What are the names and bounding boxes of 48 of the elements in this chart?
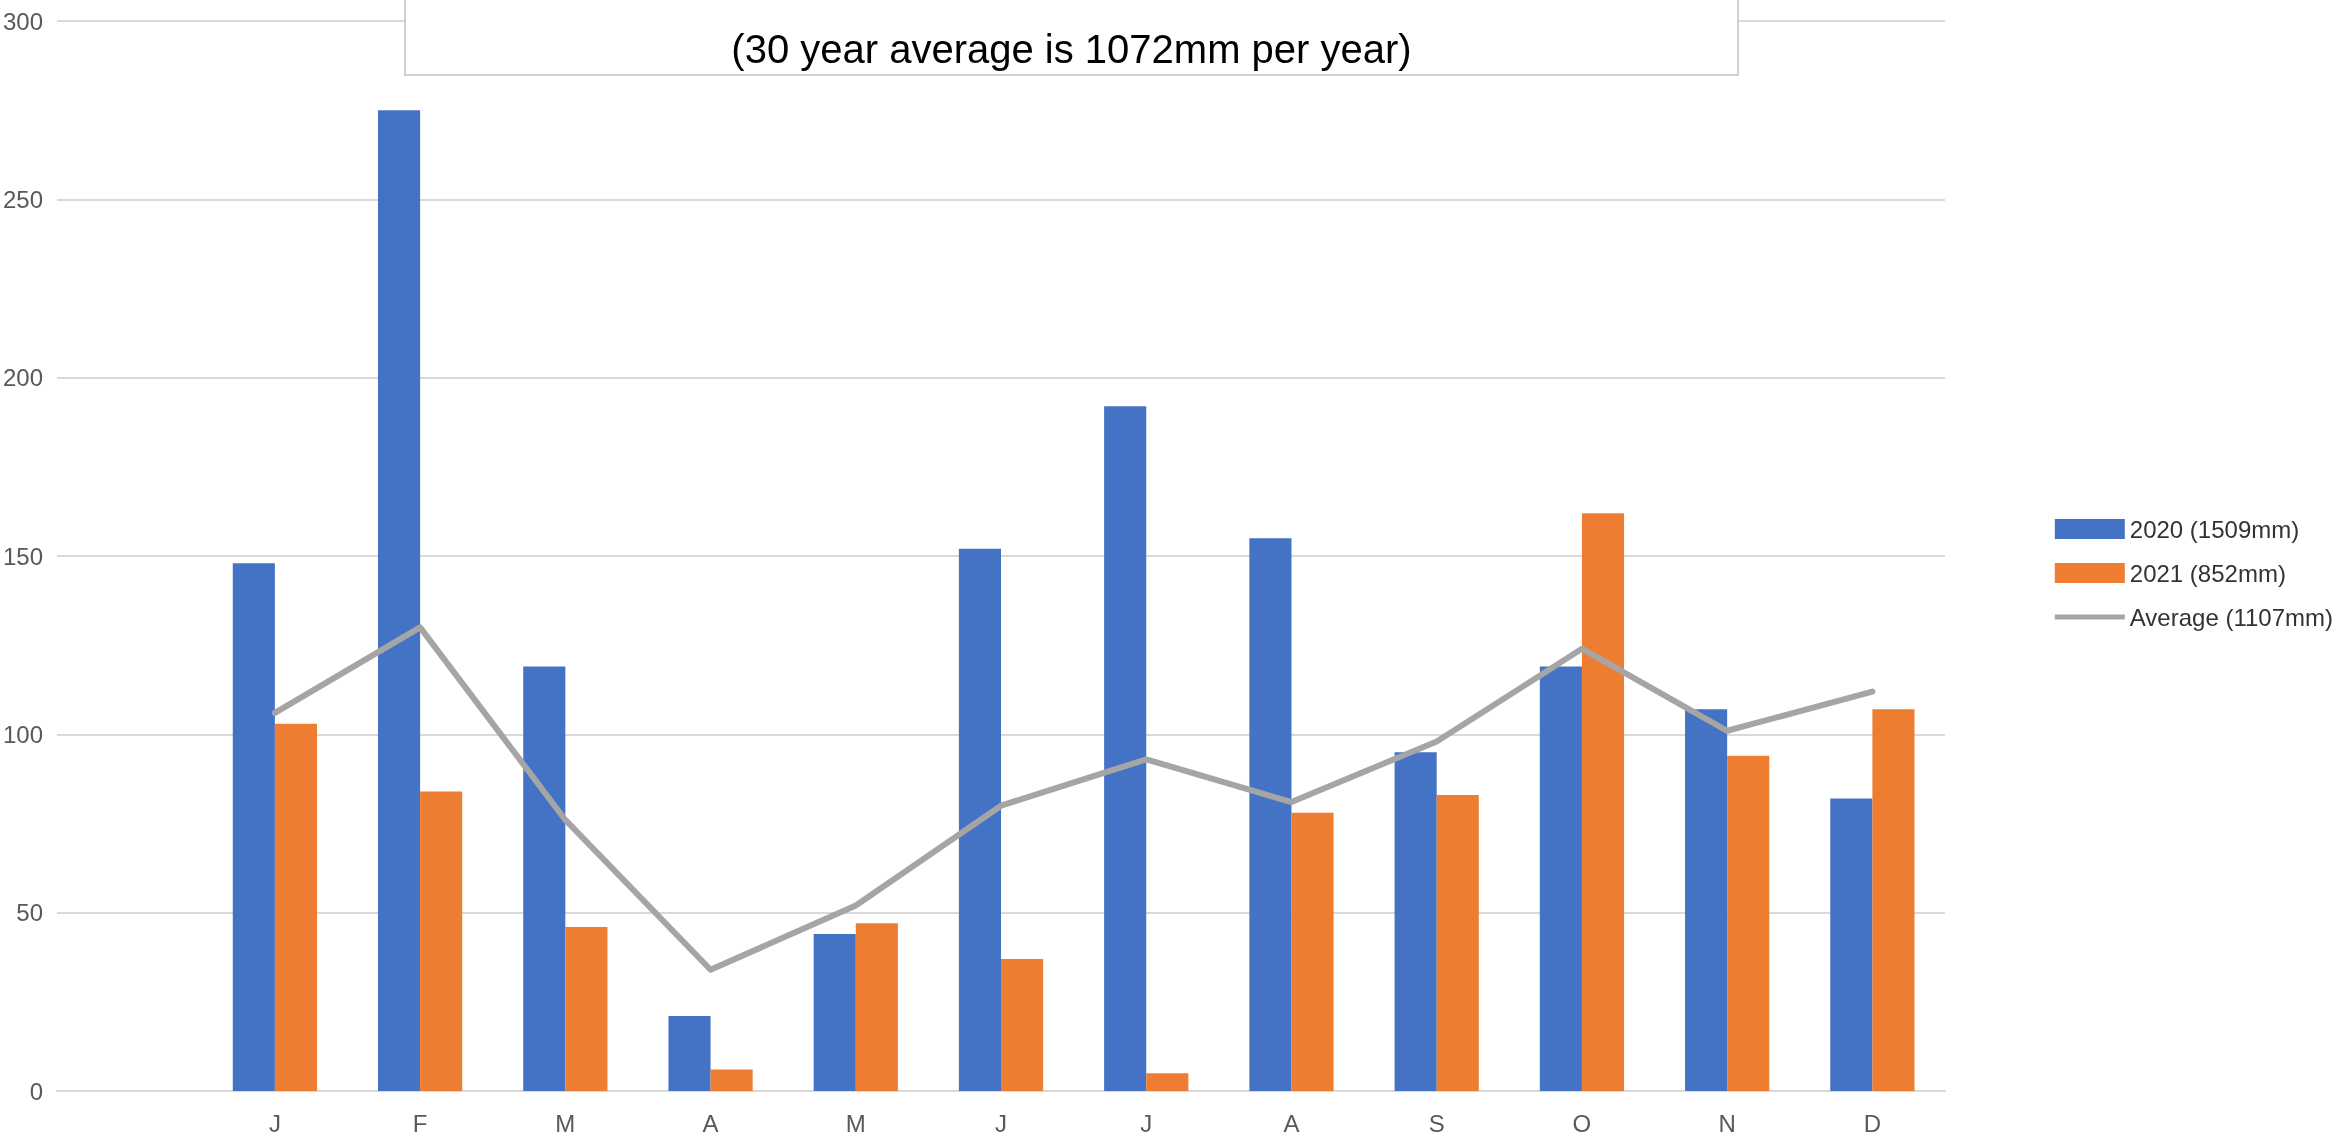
legend-label: Average (1107mm)	[2129, 603, 2333, 631]
bar	[1146, 1073, 1189, 1091]
bar	[523, 666, 566, 1091]
text-box: (30 year average is 1072mm per year)	[404, 0, 1739, 76]
bar	[1539, 666, 1582, 1091]
x-tick-label: M	[845, 1109, 866, 1137]
annotation: (30 year average is 1072mm per year)	[731, 27, 1412, 72]
bar	[1249, 538, 1292, 1091]
x-tick-label: O	[1572, 1109, 1592, 1137]
y-tick-label: 100	[3, 720, 44, 748]
bar	[232, 563, 275, 1091]
bar	[1394, 752, 1437, 1091]
y-tick-label: 200	[3, 364, 44, 392]
bar	[1727, 755, 1770, 1091]
y-tick-label: 50	[16, 899, 44, 927]
bar	[813, 934, 856, 1091]
bar	[668, 1016, 711, 1091]
x-tick-label: A	[702, 1109, 719, 1137]
bar	[1001, 959, 1044, 1091]
x-tick-label: J	[1140, 1109, 1153, 1137]
y-tick-label: 0	[29, 1077, 44, 1105]
bar	[1830, 798, 1873, 1091]
x-tick-label: J	[268, 1109, 281, 1137]
x-tick-label: A	[1283, 1109, 1300, 1137]
bar	[958, 548, 1002, 1091]
bar	[1685, 709, 1728, 1091]
y-tick-label: 250	[3, 185, 44, 213]
bar	[1436, 794, 1479, 1091]
x-tick-label: D	[1863, 1109, 1882, 1137]
bar	[1104, 406, 1147, 1091]
y-tick-label: 300	[3, 7, 44, 35]
y-tick-label: 150	[3, 542, 44, 570]
bar	[1872, 709, 1915, 1091]
x-tick-label: M	[555, 1109, 576, 1137]
x-tick-label: F	[412, 1109, 428, 1137]
legend-label: 2021 (852mm)	[2129, 559, 2286, 587]
legend-label: 2020 (1509mm)	[2129, 515, 2300, 543]
bar	[1581, 513, 1625, 1091]
bar	[565, 926, 608, 1091]
bar	[710, 1069, 753, 1091]
x-tick-label: J	[995, 1109, 1008, 1137]
bar	[855, 923, 898, 1091]
bar	[1291, 812, 1334, 1091]
bar	[274, 723, 317, 1091]
bar	[420, 791, 463, 1091]
x-tick-label: N	[1718, 1109, 1736, 1137]
bar	[378, 110, 421, 1091]
x-tick-label: S	[1428, 1109, 1445, 1137]
